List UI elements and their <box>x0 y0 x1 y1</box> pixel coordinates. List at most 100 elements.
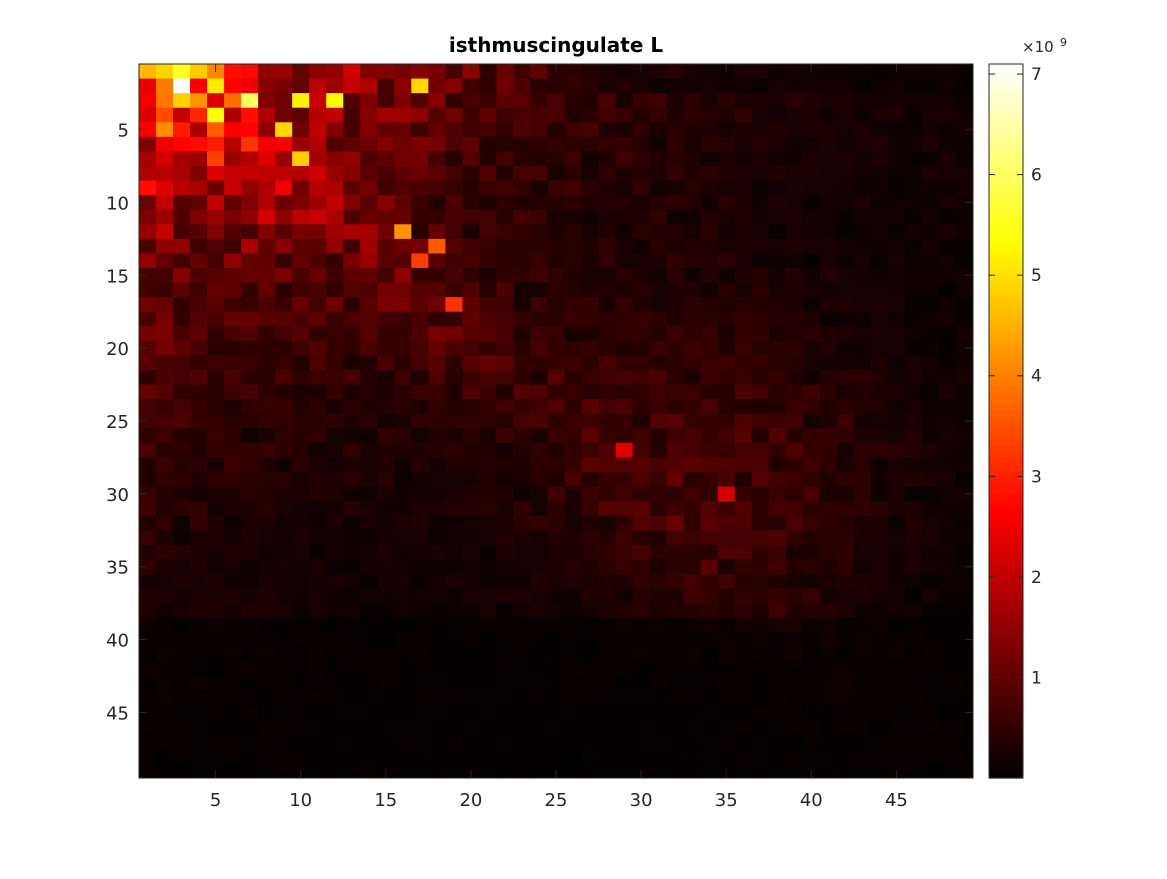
heatmap-cell <box>751 661 770 677</box>
heatmap-cell <box>683 705 702 721</box>
heatmap-cell <box>904 763 923 779</box>
heatmap-cell <box>921 501 940 517</box>
heatmap-cell <box>224 355 242 371</box>
heatmap-cell <box>955 428 974 444</box>
heatmap-cell <box>564 472 582 487</box>
heatmap-cell <box>921 763 940 779</box>
heatmap-cell <box>292 195 310 211</box>
heatmap-cell <box>836 413 855 429</box>
colorbar-segment <box>989 659 1023 666</box>
heatmap-cell <box>241 559 259 575</box>
heatmap-cell <box>666 428 685 444</box>
heatmap-cell <box>156 384 174 400</box>
heatmap-cell <box>343 734 361 750</box>
heatmap-cell <box>530 472 548 487</box>
heatmap-cell <box>241 209 259 225</box>
heatmap-cell <box>343 763 361 779</box>
heatmap-cell <box>734 166 753 181</box>
heatmap-cell <box>343 282 361 298</box>
heatmap-cell <box>360 530 378 546</box>
heatmap-cell <box>887 559 906 575</box>
heatmap-cell <box>836 486 855 502</box>
heatmap-cell <box>649 238 668 254</box>
heatmap-cell <box>768 268 787 283</box>
heatmap-cell <box>275 661 293 677</box>
heatmap-cell <box>411 501 429 517</box>
heatmap-cell <box>870 676 889 691</box>
heatmap-cell <box>598 384 616 400</box>
heatmap-cell <box>785 676 804 691</box>
heatmap-cell <box>785 486 804 502</box>
heatmap-cell <box>479 209 497 225</box>
heatmap-cell <box>768 544 787 560</box>
heatmap-cell <box>666 209 685 225</box>
heatmap-cell <box>190 326 208 342</box>
colorbar-segment <box>989 313 1023 321</box>
heatmap-cell <box>275 734 293 750</box>
heatmap-cell <box>768 384 787 400</box>
heatmap-cell <box>870 311 889 327</box>
heatmap-cell <box>819 311 838 327</box>
heatmap-cell <box>258 195 276 211</box>
heatmap-cell <box>411 282 429 298</box>
heatmap-cell <box>343 559 361 575</box>
heatmap-cell <box>853 399 872 415</box>
heatmap-cell <box>751 238 770 254</box>
heatmap-cell <box>547 326 565 342</box>
heatmap-cell <box>377 311 395 327</box>
heatmap-cell <box>309 719 327 735</box>
heatmap-cell <box>666 413 685 429</box>
heatmap-cell <box>496 690 514 706</box>
heatmap-cell <box>819 253 838 269</box>
heatmap-cell <box>275 151 293 167</box>
heatmap-cell <box>156 399 174 415</box>
heatmap-cell <box>632 530 651 546</box>
heatmap-cell <box>717 209 736 225</box>
heatmap-cell <box>360 166 378 181</box>
heatmap-cell <box>530 253 548 269</box>
heatmap-cell <box>139 719 157 735</box>
heatmap-cell <box>445 326 463 342</box>
heatmap-cell <box>496 748 514 764</box>
heatmap-cell <box>496 93 514 109</box>
heatmap-cell <box>360 355 378 371</box>
heatmap-cell <box>598 64 616 79</box>
heatmap-cell <box>207 151 225 167</box>
heatmap-cell <box>598 297 616 313</box>
heatmap-cell <box>377 78 395 94</box>
heatmap-cell <box>615 574 633 589</box>
heatmap-cell <box>513 209 531 225</box>
heatmap-cell <box>615 603 633 619</box>
heatmap-cell <box>700 515 719 531</box>
heatmap-cell <box>734 107 753 123</box>
heatmap-cell <box>343 457 361 473</box>
heatmap-cell <box>462 384 480 400</box>
heatmap-cell <box>139 486 157 502</box>
heatmap-cell <box>717 442 736 458</box>
heatmap-cell <box>683 180 702 196</box>
heatmap-cell <box>309 93 327 109</box>
heatmap-cell <box>785 748 804 764</box>
heatmap-cell <box>462 457 480 473</box>
heatmap-cell <box>768 442 787 458</box>
heatmap-cell <box>751 253 770 269</box>
heatmap-cell <box>581 603 599 619</box>
heatmap-cell <box>802 544 821 560</box>
heatmap-cell <box>258 486 276 502</box>
heatmap-cell <box>836 282 855 298</box>
heatmap-cell <box>377 253 395 269</box>
heatmap-cell <box>241 224 259 240</box>
heatmap-cell <box>207 457 225 473</box>
heatmap-cell <box>700 64 719 79</box>
colorbar-segment <box>989 361 1023 369</box>
heatmap-cell <box>581 311 599 327</box>
heatmap-cell <box>275 340 293 356</box>
heatmap-cell <box>581 238 599 254</box>
colorbar-segment <box>989 581 1023 589</box>
colorbar-segment <box>989 355 1023 363</box>
heatmap-cell <box>190 515 208 531</box>
heatmap-cell <box>734 122 753 138</box>
heatmap-cell <box>428 151 446 167</box>
heatmap-cell <box>173 253 191 269</box>
heatmap-cell <box>445 370 463 385</box>
